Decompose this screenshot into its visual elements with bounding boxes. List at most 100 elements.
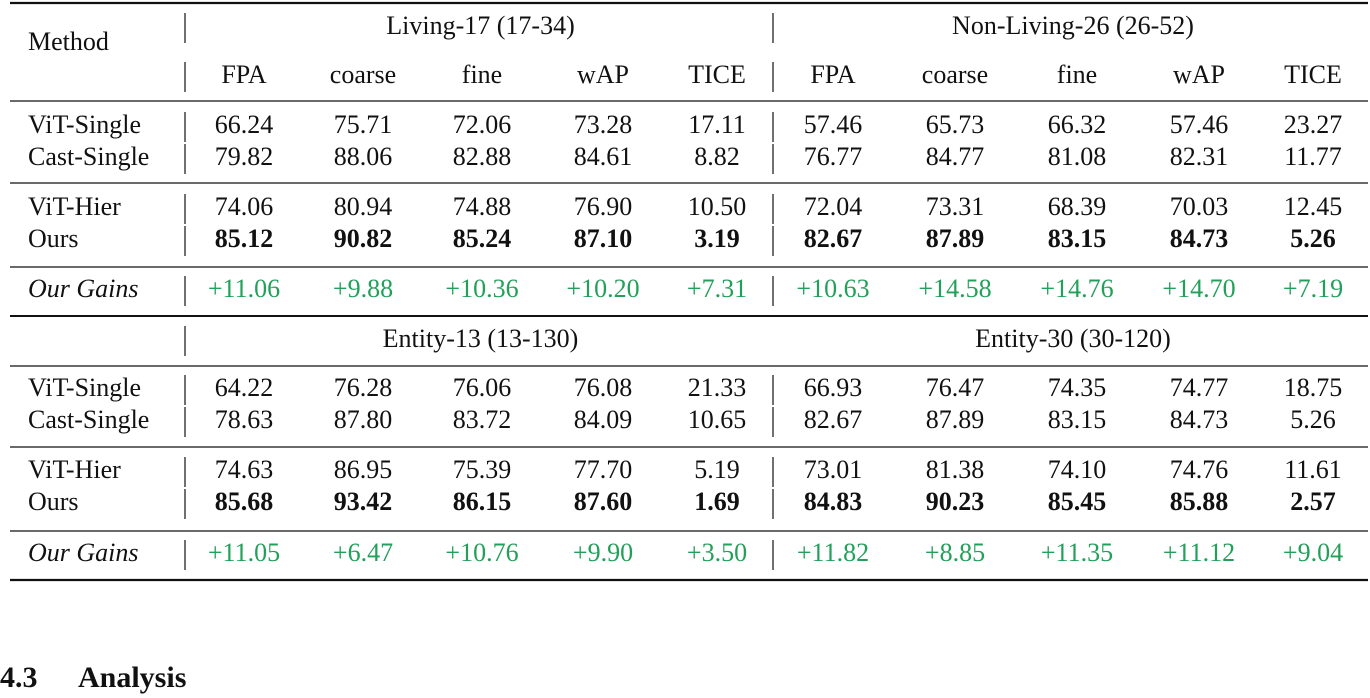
metric-header: coarse: [330, 60, 396, 89]
score: 74.88: [453, 192, 512, 221]
gain-value: +8.85: [925, 538, 985, 567]
method-name: Ours: [28, 224, 79, 253]
metric-header: fine: [1057, 60, 1097, 89]
score: 81.38: [926, 455, 985, 484]
score: 65.73: [926, 110, 985, 139]
score: 85.68: [215, 487, 274, 516]
score: 87.60: [574, 487, 633, 516]
score: 83.15: [1048, 224, 1107, 253]
gain-value: +14.76: [1040, 274, 1113, 303]
gain-value: +3.50: [687, 538, 747, 567]
metric-header: FPA: [810, 60, 856, 89]
score: 85.24: [453, 224, 512, 253]
score: 5.26: [1290, 405, 1336, 434]
score: 77.70: [574, 455, 633, 484]
gain-value: +7.19: [1283, 274, 1343, 303]
score: 86.95: [334, 455, 393, 484]
score: 83.72: [453, 405, 512, 434]
score: 11.61: [1284, 455, 1342, 484]
method-name: ViT-Single: [28, 110, 141, 139]
score: 85.12: [215, 224, 274, 253]
score: 70.03: [1170, 192, 1229, 221]
score: 84.73: [1170, 224, 1229, 253]
score: 76.06: [453, 373, 512, 402]
gain-value: +11.06: [208, 274, 280, 303]
score: 11.77: [1284, 142, 1342, 171]
method-name: ViT-Hier: [28, 192, 121, 221]
score: 3.19: [694, 224, 740, 253]
score: 5.26: [1290, 224, 1336, 253]
metric-header: wAP: [577, 60, 629, 89]
gain-value: +10.63: [796, 274, 869, 303]
score: 85.88: [1170, 487, 1229, 516]
gain-value: +7.31: [687, 274, 747, 303]
gain-value: +11.35: [1041, 538, 1113, 567]
score: 84.61: [574, 142, 633, 171]
score: 82.67: [804, 224, 863, 253]
section-title: Analysis: [78, 661, 186, 694]
score: 57.46: [804, 110, 863, 139]
score: 84.77: [926, 142, 985, 171]
score: 5.19: [694, 455, 740, 484]
score: 85.45: [1048, 487, 1107, 516]
score: 64.22: [215, 373, 274, 402]
score: 81.08: [1048, 142, 1107, 171]
score: 76.47: [926, 373, 985, 402]
gains-label: Our Gains: [28, 274, 139, 303]
metric-header: TICE: [688, 60, 746, 89]
score: 75.71: [334, 110, 393, 139]
score: 12.45: [1284, 192, 1343, 221]
score: 8.82: [694, 142, 740, 171]
metric-header: coarse: [922, 60, 988, 89]
gain-value: +14.58: [918, 274, 991, 303]
method-name: Ours: [28, 487, 79, 516]
score: 10.50: [688, 192, 747, 221]
score: 72.06: [453, 110, 512, 139]
method-header: Method: [28, 27, 109, 56]
score: 87.89: [926, 405, 985, 434]
score: 74.63: [215, 455, 274, 484]
gains-label: Our Gains: [28, 538, 139, 567]
score: 74.06: [215, 192, 274, 221]
score: 79.82: [215, 142, 274, 171]
method-name: ViT-Hier: [28, 455, 121, 484]
gain-value: +9.90: [573, 538, 633, 567]
metric-header: wAP: [1173, 60, 1225, 89]
dataset-header: Non-Living-26 (26-52): [952, 11, 1194, 40]
gain-value: +10.36: [445, 274, 518, 303]
score: 78.63: [215, 405, 274, 434]
score: 75.39: [453, 455, 512, 484]
score: 87.80: [334, 405, 393, 434]
score: 76.28: [334, 373, 393, 402]
score: 76.08: [574, 373, 633, 402]
gain-value: +9.04: [1283, 538, 1343, 567]
gain-value: +14.70: [1162, 274, 1235, 303]
score: 90.23: [926, 487, 985, 516]
score: 74.10: [1048, 455, 1107, 484]
metric-header: TICE: [1284, 60, 1342, 89]
score: 74.35: [1048, 373, 1107, 402]
score: 17.11: [688, 110, 746, 139]
score: 68.39: [1048, 192, 1107, 221]
dataset-header: Entity-13 (13-130): [383, 324, 579, 353]
dataset-header: Entity-30 (30-120): [975, 324, 1171, 353]
score: 73.31: [926, 192, 985, 221]
score: 80.94: [334, 192, 393, 221]
gain-value: +11.82: [797, 538, 869, 567]
score: 66.93: [804, 373, 863, 402]
gain-value: +11.12: [1163, 538, 1235, 567]
method-name: Cast-Single: [28, 405, 149, 434]
score: 18.75: [1284, 373, 1343, 402]
score: 2.57: [1290, 487, 1336, 516]
score: 66.32: [1048, 110, 1107, 139]
section-number: 4.3: [0, 661, 38, 694]
gain-value: +11.05: [208, 538, 280, 567]
method-name: ViT-Single: [28, 373, 141, 402]
score: 90.82: [334, 224, 393, 253]
score: 87.89: [926, 224, 985, 253]
dataset-header: Living-17 (17-34): [386, 11, 574, 40]
score: 72.04: [804, 192, 863, 221]
score: 82.67: [804, 405, 863, 434]
metric-header: fine: [462, 60, 502, 89]
